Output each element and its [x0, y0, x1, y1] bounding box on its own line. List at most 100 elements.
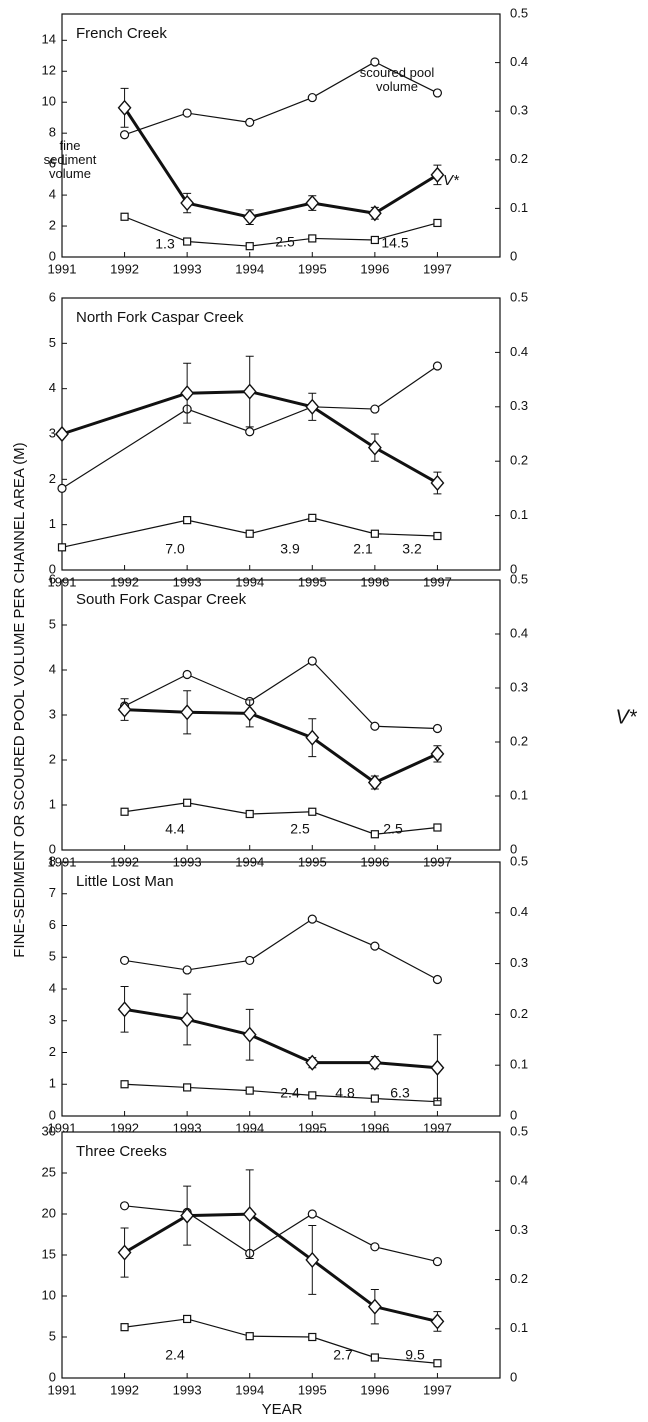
sediment-marker: [120, 1080, 129, 1089]
vstar-marker: [305, 194, 320, 212]
x-tick-label: 1992: [110, 574, 139, 589]
sediment-marker: [370, 1353, 379, 1362]
annotation: 2.4: [165, 1347, 185, 1363]
y-tick-label: 0: [49, 1369, 56, 1384]
x-tick-label: 1993: [173, 1120, 202, 1135]
x-tick-label: 1996: [360, 1382, 389, 1397]
series-line: [61, 365, 438, 489]
y2-tick-label: 0.1: [510, 507, 528, 522]
sediment-marker: [308, 513, 317, 522]
vstar-marker: [55, 425, 69, 443]
y-tick-label: 1: [49, 796, 56, 811]
y-tick-label: 12: [42, 63, 56, 78]
y2-tick-label: 0.2: [510, 453, 528, 468]
sediment-marker: [308, 234, 317, 243]
x-tick-label: 1995: [298, 261, 327, 276]
y2-tick-label: 0.5: [510, 853, 528, 868]
series-line: [124, 918, 438, 981]
plot-frame: [61, 13, 501, 258]
pool-marker: [119, 1201, 130, 1211]
x-tick-label: 1996: [360, 574, 389, 589]
vstar-marker: [180, 385, 195, 402]
x-tick-label: 1997: [423, 1382, 452, 1397]
y2-tick-label: 0.2: [510, 733, 528, 748]
y2-tick-label: 0.4: [510, 625, 528, 640]
sediment-marker: [433, 531, 442, 541]
vstar-marker: [242, 1206, 257, 1223]
pool-marker: [307, 914, 317, 924]
y-tick-label: 7: [49, 885, 56, 900]
y-tick-label: 8: [49, 853, 56, 868]
y-tick-label: 2: [49, 471, 56, 486]
pool-marker: [245, 955, 255, 966]
pool-marker: [370, 404, 380, 414]
series-line: [124, 708, 439, 785]
series-line: [124, 660, 438, 730]
pool-marker: [370, 1242, 380, 1252]
series-line: [124, 1318, 438, 1364]
x-tick-label: 1993: [173, 1382, 202, 1397]
annotation: 2.7: [333, 1347, 353, 1363]
sediment-marker: [308, 1091, 317, 1100]
y-tick-label: 5: [49, 949, 56, 964]
x-tick-label: 1994: [235, 261, 264, 276]
sediment-marker: [245, 809, 254, 819]
x-tick-label: 1996: [360, 261, 389, 276]
x-tick-label: 1995: [298, 1382, 327, 1397]
vstar-marker: [242, 705, 257, 722]
y2-tick-label: 0: [510, 841, 517, 856]
series-line: [123, 1212, 438, 1323]
series-line: [124, 1007, 438, 1070]
annotation: 3.9: [280, 541, 300, 557]
vstar-marker: [180, 1011, 195, 1028]
y2-tick-label: 0.1: [510, 1320, 528, 1335]
vstar-marker: [242, 209, 257, 226]
sediment-marker: [370, 1094, 379, 1103]
annotation: 2.4: [280, 1085, 300, 1101]
sediment-marker: [120, 807, 129, 816]
x-tick-label: 1995: [298, 574, 327, 589]
pool-marker: [370, 721, 380, 731]
series-label: fine sediment volume: [43, 138, 97, 181]
pool-marker: [307, 92, 317, 103]
x-tick-label: 1994: [235, 1382, 264, 1397]
y2-tick-label: 0.3: [510, 955, 528, 970]
sediment-marker: [433, 1359, 442, 1368]
sediment-marker: [183, 516, 192, 525]
x-tick-label: 1997: [423, 1120, 452, 1135]
x-tick-label: 1991: [48, 261, 77, 276]
sediment-marker: [370, 529, 379, 538]
pool-marker: [370, 57, 380, 67]
x-tick-label: 1994: [235, 1120, 264, 1135]
annotation: 2.5: [290, 821, 310, 837]
pool-marker: [245, 427, 255, 437]
y-tick-label: 0: [49, 841, 56, 856]
x-tick-label: 1992: [110, 261, 139, 276]
vstar-marker: [242, 1026, 257, 1043]
vstar-marker: [367, 774, 382, 791]
annotation: 2.1: [353, 541, 373, 557]
x-tick-label: 1993: [173, 261, 202, 276]
y2-tick-label: 0.3: [510, 679, 528, 694]
y-tick-label: 4: [49, 661, 56, 676]
plot-frame: [61, 297, 501, 571]
y2-tick-label: 0.5: [510, 289, 528, 304]
y2-tick-label: 0.1: [510, 200, 528, 215]
x-tick-label: 1991: [48, 1382, 77, 1397]
vstar-marker: [305, 1054, 320, 1071]
series-line: [61, 390, 439, 485]
y2-tick-label: 0.4: [510, 1173, 528, 1188]
vstar-marker: [430, 745, 445, 762]
y2-tick-label: 0: [510, 1369, 517, 1384]
y2-tick-label: 0.5: [510, 5, 528, 20]
y-tick-label: 4: [49, 380, 56, 395]
x-tick-label: 1995: [298, 1120, 327, 1135]
y2-tick-label: 0: [510, 561, 517, 576]
y-tick-label: 0: [49, 1107, 56, 1122]
pool-marker: [432, 1256, 443, 1267]
y2-tick-label: 0.4: [510, 904, 528, 919]
sediment-marker: [183, 798, 192, 807]
vstar-marker: [305, 729, 320, 746]
